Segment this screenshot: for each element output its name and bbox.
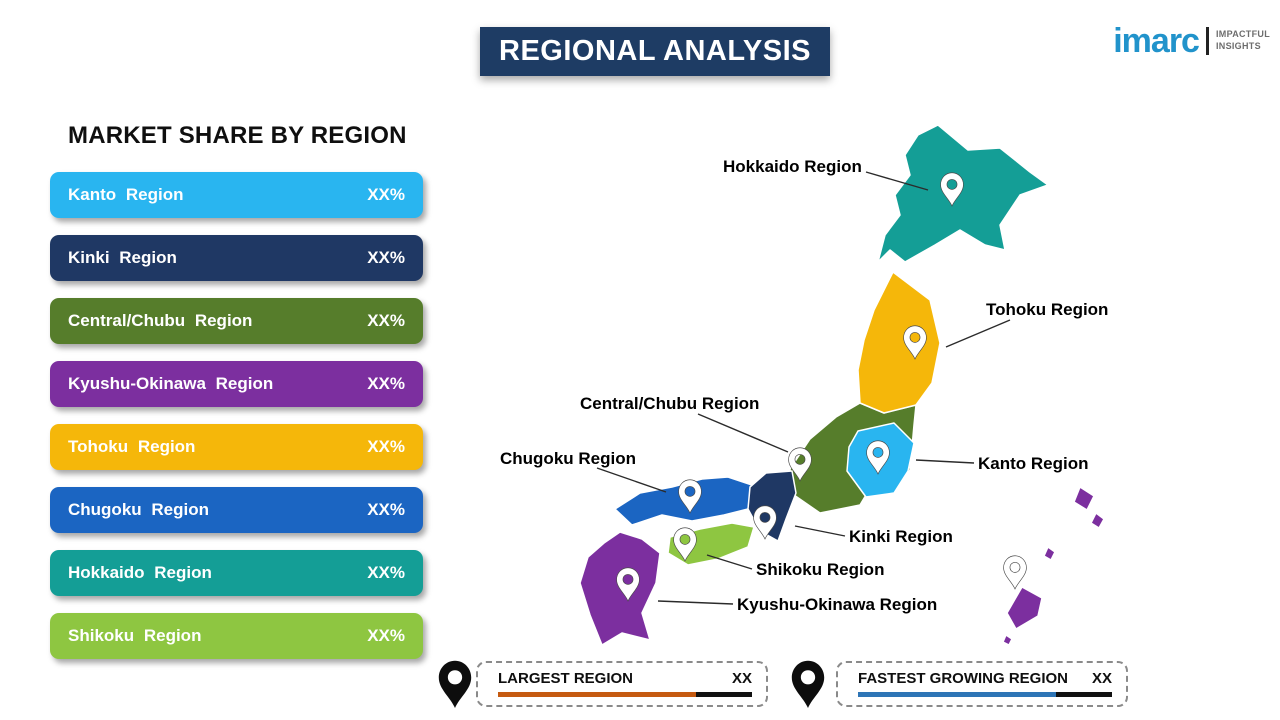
region-bar-value: XX% bbox=[367, 185, 405, 204]
largest-region-pin-icon bbox=[438, 660, 472, 708]
region-bar-shikoku: Shikoku Region XX% bbox=[50, 613, 423, 659]
logo-tagline-line1: IMPACTFUL bbox=[1215, 29, 1270, 40]
logo-tagline-line2: INSIGHTS bbox=[1215, 41, 1261, 51]
legend-largest-label: LARGEST REGION bbox=[498, 670, 634, 687]
region-bar-label: Kinki Region bbox=[68, 248, 177, 267]
map-label-hokkaido: Hokkaido Region bbox=[723, 157, 862, 176]
okinawa-islet bbox=[1090, 512, 1105, 529]
map-label-chugoku: Chugoku Region bbox=[500, 449, 636, 468]
map-region-okinawa-islands bbox=[1002, 486, 1105, 646]
legend-fastest-growing-region: FASTEST GROWING REGION XX bbox=[836, 661, 1128, 707]
region-bar-value: XX% bbox=[367, 437, 405, 456]
legend-largest-region: LARGEST REGION XX bbox=[476, 661, 768, 707]
market-share-heading: MARKET SHARE BY REGION bbox=[68, 122, 407, 149]
region-bar-label: Chugoku Region bbox=[68, 500, 209, 519]
region-bar-value: XX% bbox=[367, 626, 405, 645]
map-label-kanto: Kanto Region bbox=[978, 454, 1089, 473]
region-bar-kyushu-okinawa: Kyushu-Okinawa Region XX% bbox=[50, 361, 423, 407]
logo-tagline: IMPACTFUL INSIGHTS bbox=[1216, 29, 1270, 52]
page-title-text: REGIONAL ANALYSIS bbox=[499, 35, 811, 67]
legend-largest-bar-main bbox=[498, 692, 696, 697]
legend-fastest-value: XX bbox=[1091, 670, 1112, 687]
map-label-tohoku: Tohoku Region bbox=[986, 300, 1109, 319]
legend-fastest-label: FASTEST GROWING REGION bbox=[858, 670, 1069, 687]
map-label-kinki: Kinki Region bbox=[849, 527, 953, 546]
okinawa-islet bbox=[1043, 546, 1056, 561]
region-bar-central-chubu: Central/Chubu Region XX% bbox=[50, 298, 423, 344]
region-bar-label: Kyushu-Okinawa Region bbox=[68, 374, 274, 393]
okinawa-islet bbox=[1006, 586, 1043, 630]
map-label-shikoku: Shikoku Region bbox=[756, 560, 885, 579]
region-bar-label: Shikoku Region bbox=[68, 626, 202, 645]
map-region-hokkaido bbox=[877, 124, 1049, 263]
region-bar-kanto: Kanto Region XX% bbox=[50, 172, 423, 218]
region-bar-value: XX% bbox=[367, 248, 405, 267]
okinawa-islet bbox=[1002, 634, 1013, 646]
japan-map bbox=[579, 124, 1105, 646]
map-region-tohoku bbox=[857, 271, 941, 414]
imarc-logo-text: imarc bbox=[1113, 22, 1200, 60]
region-bar-chugoku: Chugoku Region XX% bbox=[50, 487, 423, 533]
map-label-central-chubu: Central/Chubu Region bbox=[580, 394, 760, 413]
region-bar-kinki: Kinki Region XX% bbox=[50, 235, 423, 281]
region-bar-value: XX% bbox=[367, 500, 405, 519]
region-bar-hokkaido: Hokkaido Region XX% bbox=[50, 550, 423, 596]
legend-fastest-bar bbox=[858, 692, 1112, 697]
legend-fastest-bar-main bbox=[858, 692, 1056, 697]
market-share-list: Kanto Region XX% Kinki Region XX% Centra… bbox=[50, 172, 423, 676]
region-bar-tohoku: Tohoku Region XX% bbox=[50, 424, 423, 470]
pin-glyph bbox=[791, 660, 825, 708]
logo-divider bbox=[1205, 27, 1209, 55]
legend-fastest-bar-tail bbox=[1056, 692, 1112, 697]
legend-largest-value: XX bbox=[731, 670, 752, 687]
legend-largest-bar bbox=[498, 692, 752, 697]
legend-largest-bar-tail bbox=[696, 692, 752, 697]
region-bar-label: Central/Chubu Region bbox=[68, 311, 253, 330]
imarc-logo: imarc IMPACTFUL INSIGHTS bbox=[1113, 24, 1270, 58]
region-bar-value: XX% bbox=[367, 311, 405, 330]
map-label-kyushu-okinawa: Kyushu-Okinawa Region bbox=[737, 595, 938, 614]
map-region-kinki bbox=[747, 470, 797, 542]
region-bar-label: Kanto Region bbox=[68, 185, 184, 204]
map-pin-okinawa bbox=[1003, 555, 1027, 590]
region-bar-value: XX% bbox=[367, 374, 405, 393]
region-bar-label: Tohoku Region bbox=[68, 437, 196, 456]
fastest-growing-pin-icon bbox=[791, 660, 825, 708]
region-bar-label: Hokkaido Region bbox=[68, 563, 212, 582]
okinawa-islet bbox=[1073, 486, 1095, 511]
region-bar-value: XX% bbox=[367, 563, 405, 582]
page-title: REGIONAL ANALYSIS bbox=[480, 27, 830, 76]
pin-glyph bbox=[438, 660, 472, 708]
